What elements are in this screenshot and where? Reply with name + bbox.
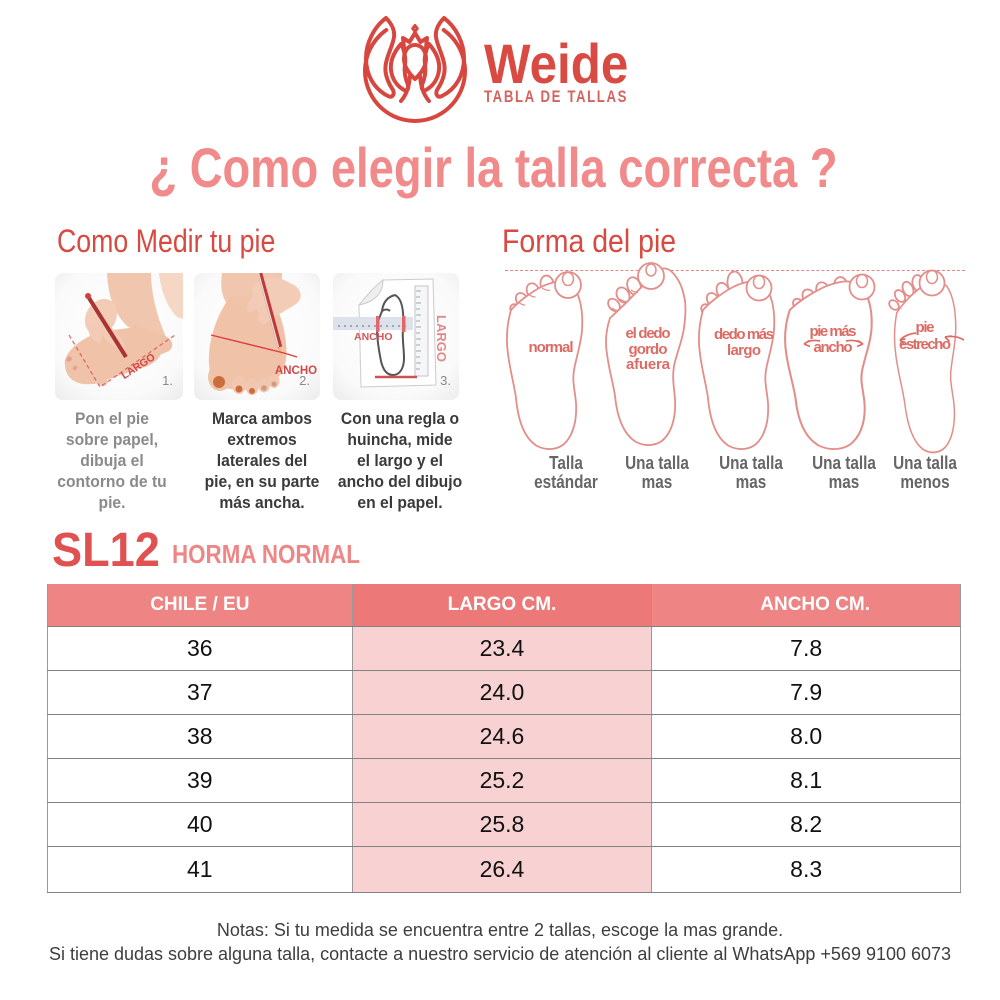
svg-text:ANCHO: ANCHO xyxy=(275,365,317,377)
svg-text:largo: largo xyxy=(727,342,761,359)
svg-text:pie más: pie más xyxy=(810,323,857,340)
svg-text:ancho: ancho xyxy=(814,339,853,356)
svg-text:2.: 2. xyxy=(299,373,310,388)
svg-text:ANCHO: ANCHO xyxy=(354,331,393,343)
svg-text:1.: 1. xyxy=(162,373,173,388)
svg-text:estrecho: estrecho xyxy=(899,336,951,353)
svg-text:normal: normal xyxy=(529,339,574,356)
svg-text:gordo: gordo xyxy=(629,341,668,358)
svg-text:LARGO: LARGO xyxy=(434,315,449,362)
svg-text:afuera: afuera xyxy=(626,356,671,373)
svg-text:dedo más: dedo más xyxy=(714,326,774,343)
svg-text:pie: pie xyxy=(916,319,935,336)
svg-text:el dedo: el dedo xyxy=(626,325,671,342)
svg-text:3.: 3. xyxy=(440,373,451,388)
